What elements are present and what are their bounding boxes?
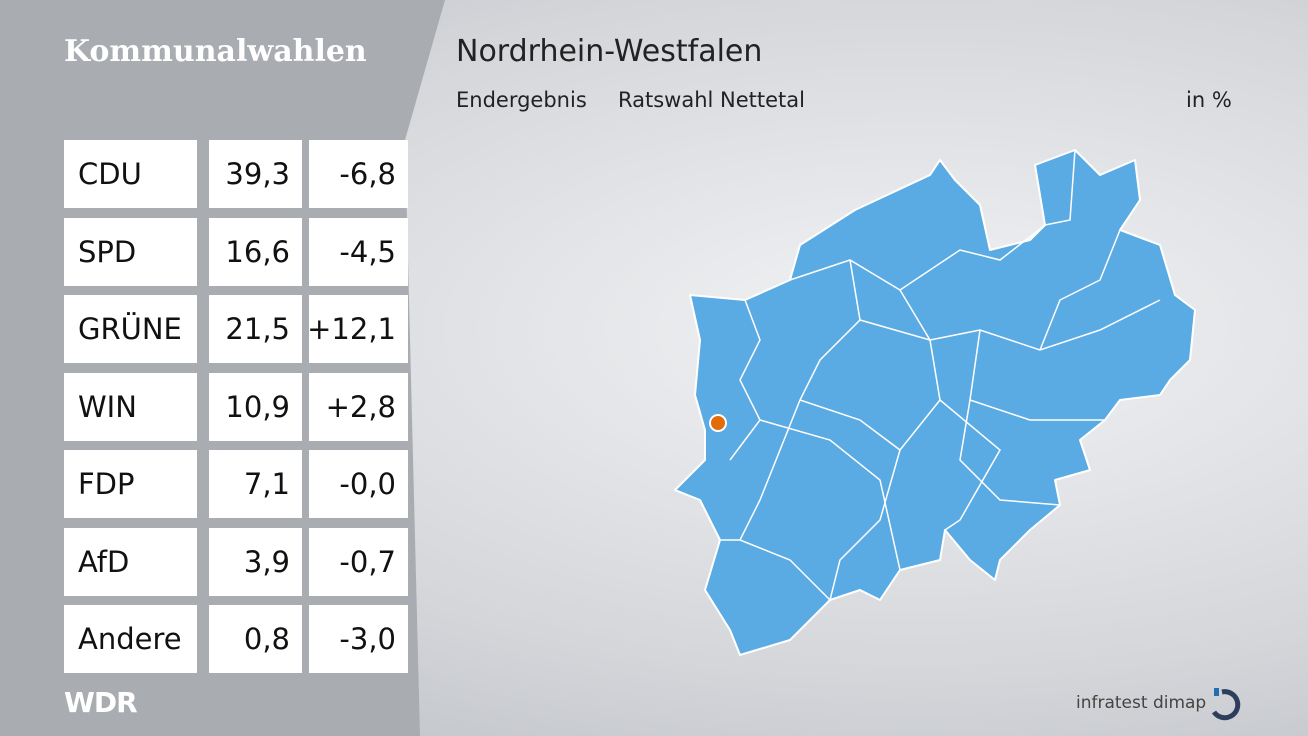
party-cell: GRÜNE <box>64 295 197 363</box>
title: Kommunalwahlen <box>64 34 367 69</box>
share-cell: 10,9 <box>209 372 302 441</box>
share-cell: 16,6 <box>209 217 302 286</box>
party-cell: AfD <box>64 527 197 596</box>
pollster-logo: infratest dimap <box>1076 693 1207 713</box>
party-cell: SPD <box>64 217 197 286</box>
change-cell: -0,7 <box>309 527 408 596</box>
change-cell: -3,0 <box>309 605 408 673</box>
share-cell: 21,5 <box>209 295 302 363</box>
share-cell: 39,3 <box>209 140 302 208</box>
share-cell: 0,8 <box>209 605 302 673</box>
region: Nordrhein-Westfalen <box>456 34 763 69</box>
share-cell: 7,1 <box>209 450 302 518</box>
party-cell: CDU <box>64 140 197 208</box>
result-type: Endergebnis <box>456 88 587 112</box>
municipality-marker <box>709 414 727 432</box>
change-cell: +12,1 <box>307 295 408 363</box>
share-cell: 3,9 <box>209 527 302 596</box>
change-cell: -4,5 <box>309 217 408 286</box>
unit: in % <box>1186 88 1232 112</box>
infratest-logo <box>1211 688 1241 721</box>
change-cell: +2,8 <box>309 372 408 441</box>
party-cell: FDP <box>64 450 197 518</box>
election: Ratswahl Nettetal <box>618 88 805 112</box>
nrw-map <box>674 149 1196 656</box>
broadcaster-logo: WDR <box>64 686 138 719</box>
change-cell: -6,8 <box>309 140 408 208</box>
party-cell: WIN <box>64 372 197 441</box>
change-cell: -0,0 <box>309 450 408 518</box>
party-cell: Andere <box>64 605 197 673</box>
